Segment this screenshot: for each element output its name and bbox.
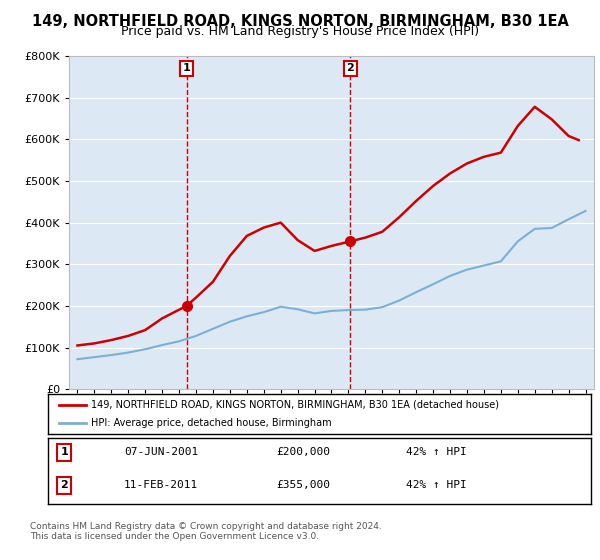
Text: Contains HM Land Registry data © Crown copyright and database right 2024.: Contains HM Land Registry data © Crown c… [30,522,382,531]
Text: 149, NORTHFIELD ROAD, KINGS NORTON, BIRMINGHAM, B30 1EA: 149, NORTHFIELD ROAD, KINGS NORTON, BIRM… [32,14,568,29]
Text: 1: 1 [182,63,190,73]
Text: 1: 1 [61,447,68,458]
Text: HPI: Average price, detached house, Birmingham: HPI: Average price, detached house, Birm… [91,418,332,428]
Text: 42% ↑ HPI: 42% ↑ HPI [406,447,467,458]
Text: £355,000: £355,000 [276,480,330,491]
Text: 2: 2 [61,480,68,491]
Text: £200,000: £200,000 [276,447,330,458]
Text: This data is licensed under the Open Government Licence v3.0.: This data is licensed under the Open Gov… [30,532,319,541]
Text: Price paid vs. HM Land Registry's House Price Index (HPI): Price paid vs. HM Land Registry's House … [121,25,479,38]
Text: 11-FEB-2011: 11-FEB-2011 [124,480,198,491]
Text: 07-JUN-2001: 07-JUN-2001 [124,447,198,458]
Text: 2: 2 [347,63,355,73]
Text: 149, NORTHFIELD ROAD, KINGS NORTON, BIRMINGHAM, B30 1EA (detached house): 149, NORTHFIELD ROAD, KINGS NORTON, BIRM… [91,400,499,410]
Text: 42% ↑ HPI: 42% ↑ HPI [406,480,467,491]
